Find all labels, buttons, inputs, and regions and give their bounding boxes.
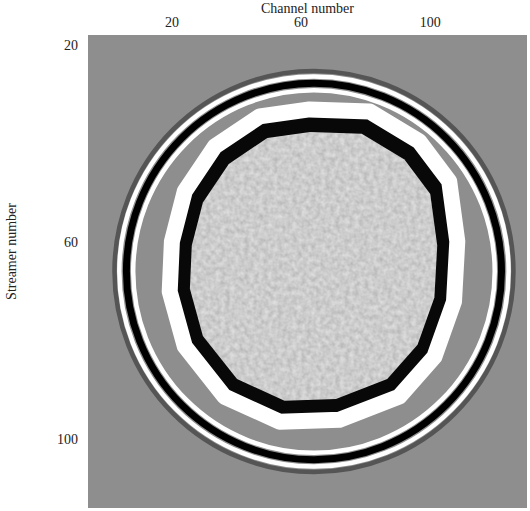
y-tick-label: 100	[57, 432, 78, 447]
ring	[133, 90, 495, 453]
chart: 20 60 100 20 60 100 Channel number Streamer num…	[0, 0, 530, 511]
ring	[114, 71, 513, 472]
ring	[119, 76, 508, 466]
anomaly-boundary	[170, 109, 458, 421]
x-tick-label: 20	[165, 15, 179, 30]
y-tick-label: 20	[64, 38, 78, 53]
x-tick-label: 100	[420, 15, 441, 30]
plot-area	[88, 35, 527, 508]
background	[88, 35, 527, 508]
root: 20 60 100 20 60 100 Channel number Streamer num…	[0, 0, 530, 511]
y-axis-title: Streamer number	[4, 203, 19, 300]
y-tick-label: 60	[64, 235, 78, 250]
x-axis-title: Channel number	[261, 1, 354, 16]
ring	[126, 83, 501, 459]
x-tick-label: 60	[294, 15, 308, 30]
anomaly-interior	[190, 132, 437, 401]
